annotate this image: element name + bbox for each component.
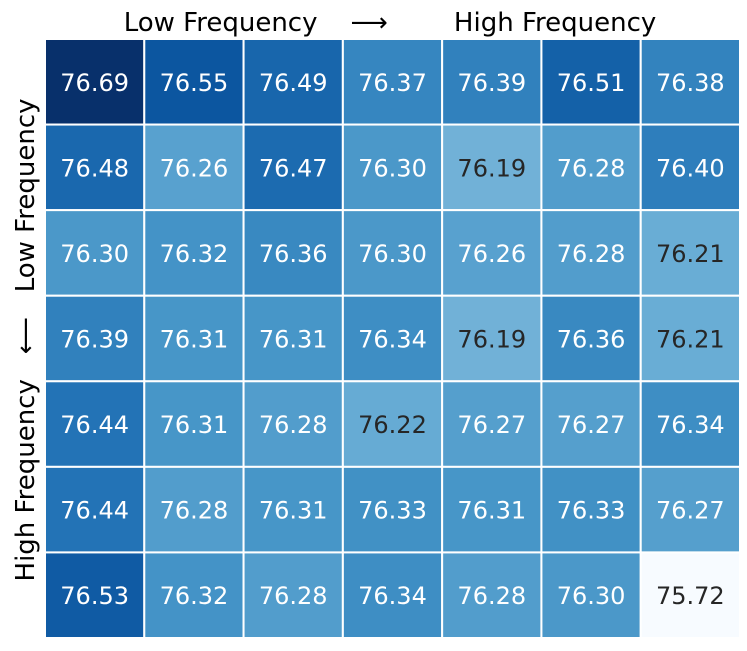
- cell-value-r5-c4: 76.31: [457, 497, 526, 525]
- heatmap-cell-r1-c2: [242, 123, 344, 212]
- cell-value-r0-c0: 76.69: [60, 69, 129, 97]
- heatmap-cell-r5-c0: [44, 465, 146, 554]
- heatmap-cell-r3-c5: [540, 294, 642, 383]
- heatmap-cell-r4-c0: [44, 380, 146, 468]
- cell-value-r2-c3: 76.30: [358, 240, 427, 268]
- cell-value-r1-c0: 76.48: [60, 154, 129, 182]
- heatmap-cells: [44, 38, 742, 640]
- cell-value-r3-c0: 76.39: [60, 326, 129, 354]
- cell-value-r6-c3: 76.34: [358, 582, 427, 610]
- cell-value-r1-c1: 76.26: [160, 154, 229, 182]
- cell-value-r4-c0: 76.44: [60, 411, 129, 439]
- heatmap-cell-r5-c3: [341, 465, 444, 554]
- cell-value-r1-c4: 76.19: [457, 154, 526, 182]
- cell-value-r4-c6: 76.34: [656, 411, 725, 439]
- cell-value-r6-c4: 76.28: [457, 582, 526, 610]
- cell-value-r4-c2: 76.28: [259, 411, 328, 439]
- heatmap-cell-r0-c1: [143, 38, 245, 126]
- heatmap-cell-r2-c1: [143, 209, 245, 297]
- heatmap-cell-r6-c2: [242, 551, 344, 640]
- heatmap-cell-r2-c4: [441, 209, 543, 297]
- heatmap-cell-r5-c1: [143, 465, 245, 554]
- cell-value-r4-c4: 76.27: [457, 411, 526, 439]
- cell-value-r1-c3: 76.30: [358, 154, 427, 182]
- cell-value-r3-c2: 76.31: [259, 326, 328, 354]
- cell-value-r2-c1: 76.32: [160, 240, 229, 268]
- cell-value-r6-c0: 76.53: [60, 582, 129, 610]
- cell-value-r0-c2: 76.49: [259, 69, 328, 97]
- heatmap-cell-r2-c2: [242, 209, 344, 297]
- cell-value-r2-c5: 76.28: [557, 240, 626, 268]
- heatmap-cell-r5-c6: [639, 465, 742, 554]
- cell-value-r6-c2: 76.28: [259, 582, 328, 610]
- heatmap-cell-r2-c5: [540, 209, 642, 297]
- heatmap-cell-r3-c0: [44, 294, 146, 383]
- cell-value-r6-c5: 76.30: [557, 582, 626, 610]
- heatmap-cell-r4-c2: [242, 380, 344, 468]
- cell-value-r0-c6: 76.38: [656, 69, 725, 97]
- cell-value-r3-c3: 76.34: [358, 326, 427, 354]
- cell-value-r1-c6: 76.40: [656, 154, 725, 182]
- cell-value-r4-c3: 76.22: [358, 411, 427, 439]
- y-axis-title: High Frequency ⟵ Low Frequency: [11, 99, 41, 582]
- cell-value-r5-c2: 76.31: [259, 497, 328, 525]
- cell-value-r0-c3: 76.37: [358, 69, 427, 97]
- cell-value-r0-c1: 76.55: [160, 69, 229, 97]
- cell-value-r6-c6: 75.72: [656, 582, 725, 610]
- heatmap-cell-r6-c3: [341, 551, 444, 640]
- cell-value-r2-c0: 76.30: [60, 240, 129, 268]
- cell-value-r5-c0: 76.44: [60, 497, 129, 525]
- cell-value-r4-c5: 76.27: [557, 411, 626, 439]
- heatmap-cell-r1-c6: [639, 123, 742, 212]
- heatmap-cell-r0-c0: [44, 38, 146, 126]
- cell-value-r0-c5: 76.51: [557, 69, 626, 97]
- cell-value-r5-c1: 76.28: [160, 497, 229, 525]
- cell-value-r0-c4: 76.39: [457, 69, 526, 97]
- cell-value-r6-c1: 76.32: [160, 582, 229, 610]
- heatmap-cell-r0-c5: [540, 38, 642, 126]
- heatmap-cell-r6-c0: [44, 551, 146, 640]
- heatmap-cell-r2-c6: [639, 209, 742, 297]
- heatmap-cell-r1-c0: [44, 123, 146, 212]
- cell-value-r2-c4: 76.26: [457, 240, 526, 268]
- heatmap-cell-r6-c6: [639, 551, 742, 640]
- cell-value-r5-c5: 76.33: [557, 497, 626, 525]
- heatmap-cell-r5-c4: [441, 465, 543, 554]
- cell-value-r1-c2: 76.47: [259, 154, 328, 182]
- heatmap-cell-r6-c4: [441, 551, 543, 640]
- heatmap-cell-r1-c4: [441, 123, 543, 212]
- cell-value-r3-c1: 76.31: [160, 326, 229, 354]
- cell-value-r4-c1: 76.31: [160, 411, 229, 439]
- heatmap-cell-r6-c5: [540, 551, 642, 640]
- heatmap-cell-r2-c3: [341, 209, 444, 297]
- cell-value-r3-c5: 76.36: [557, 326, 626, 354]
- cell-value-r1-c5: 76.28: [557, 154, 626, 182]
- heatmap-cell-r3-c1: [143, 294, 245, 383]
- cell-value-r5-c6: 76.27: [656, 497, 725, 525]
- cell-value-r3-c4: 76.19: [457, 326, 526, 354]
- heatmap-cell-labels: 76.69 76.55 76.49 76.37 76.39 76.51 76.38 76.48…: [60, 69, 724, 610]
- cell-value-r5-c3: 76.33: [358, 497, 427, 525]
- heatmap-cell-r3-c6: [639, 294, 742, 383]
- cell-value-r2-c6: 76.21: [656, 240, 725, 268]
- cell-value-r2-c2: 76.36: [259, 240, 328, 268]
- x-axis-title: Low Frequency ⟶ High Frequency: [124, 8, 657, 38]
- cell-value-r3-c6: 76.21: [656, 326, 725, 354]
